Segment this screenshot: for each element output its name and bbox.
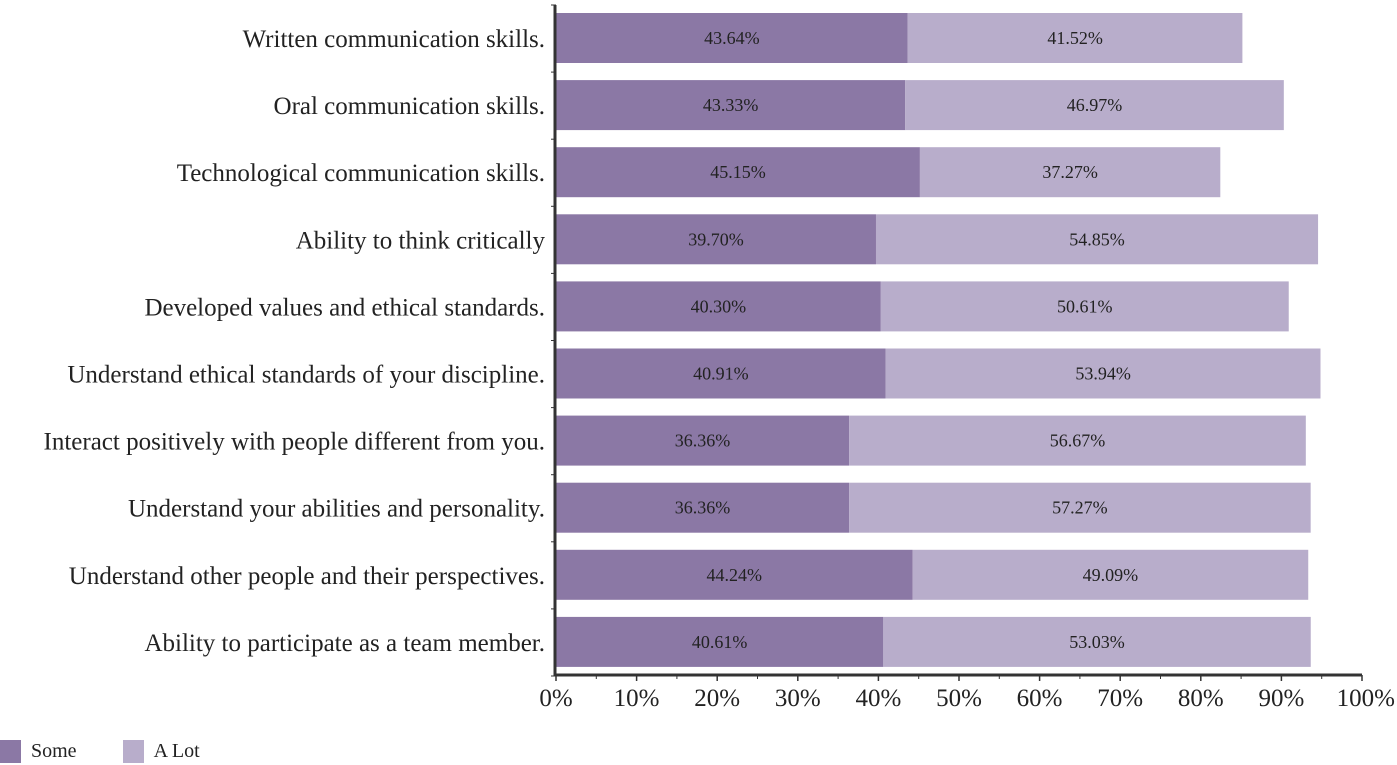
x-tick-label-10: 100% bbox=[1337, 685, 1395, 712]
bar-a-lot-5 bbox=[885, 348, 1321, 399]
data-label-a-lot-8: 49.09% bbox=[1083, 565, 1139, 585]
bar-some-0 bbox=[556, 13, 908, 63]
bar-some-6 bbox=[556, 415, 850, 466]
category-label-5: Understand ethical standards of your dis… bbox=[67, 362, 545, 389]
data-label-a-lot-3: 54.85% bbox=[1069, 229, 1125, 249]
data-label-some-4: 40.30% bbox=[691, 296, 747, 316]
bar-some-1 bbox=[556, 80, 906, 131]
data-label-some-5: 40.91% bbox=[693, 364, 749, 384]
category-label-6: Interact positively with people differen… bbox=[44, 429, 545, 456]
axes-group: 0% 10% 20% 30% 40% 50% 60% 70% 80% 90% 100% bbox=[539, 4, 1395, 712]
bar-some-4 bbox=[556, 281, 881, 332]
legend-item-a-lot: A Lot bbox=[122, 739, 200, 763]
legend-label-some: Some bbox=[31, 739, 77, 762]
stacked-bar-chart: 43.64% 41.52% 43.33% 46.97% 45.15% 37.27% 39.7… bbox=[44, 4, 1395, 712]
bar-some-9 bbox=[556, 616, 884, 667]
x-tick-label-1: 10% bbox=[614, 685, 660, 712]
category-label-8: Understand other people and their perspe… bbox=[69, 563, 545, 590]
x-tick-label-0: 0% bbox=[539, 685, 572, 712]
data-label-a-lot-7: 57.27% bbox=[1052, 498, 1108, 518]
bar-some-7 bbox=[556, 482, 850, 533]
category-label-9: Ability to participate as a team member. bbox=[144, 630, 545, 657]
category-label-3: Ability to think critically bbox=[296, 227, 546, 254]
bar-a-lot-8 bbox=[912, 549, 1309, 600]
legend-swatch-some bbox=[0, 739, 21, 763]
bar-a-lot-4 bbox=[880, 281, 1289, 332]
data-label-a-lot-9: 53.03% bbox=[1069, 632, 1125, 652]
bar-some-5 bbox=[556, 348, 886, 399]
data-label-a-lot-4: 50.61% bbox=[1057, 296, 1113, 316]
bar-a-lot-3 bbox=[875, 214, 1319, 265]
bar-a-lot-2 bbox=[919, 147, 1221, 198]
data-label-some-9: 40.61% bbox=[692, 632, 748, 652]
data-label-some-8: 44.24% bbox=[707, 565, 763, 585]
data-label-a-lot-1: 46.97% bbox=[1067, 95, 1123, 115]
legend: Some A Lot bbox=[0, 738, 200, 764]
data-label-a-lot-0: 41.52% bbox=[1047, 28, 1103, 48]
category-label-2: Technological communication skills. bbox=[177, 160, 545, 187]
x-tick-label-5: 50% bbox=[936, 685, 982, 712]
bar-some-3 bbox=[556, 214, 876, 265]
bar-a-lot-7 bbox=[849, 482, 1311, 533]
bar-a-lot-1 bbox=[905, 80, 1284, 131]
data-label-a-lot-2: 37.27% bbox=[1042, 162, 1098, 182]
category-label-1: Oral communication skills. bbox=[274, 93, 545, 120]
category-labels: Written communication skills. Oral commun… bbox=[44, 26, 546, 657]
data-label-some-3: 39.70% bbox=[688, 229, 744, 249]
data-label-some-1: 43.33% bbox=[703, 95, 759, 115]
x-tick-label-3: 30% bbox=[775, 685, 821, 712]
legend-swatch-a-lot bbox=[122, 739, 144, 763]
data-label-some-6: 36.36% bbox=[675, 431, 731, 451]
category-label-4: Developed values and ethical standards. bbox=[144, 294, 545, 321]
x-tick-label-8: 80% bbox=[1178, 685, 1224, 712]
x-tick-label-6: 60% bbox=[1017, 685, 1063, 712]
bar-some-8 bbox=[556, 549, 913, 600]
bar-a-lot-9 bbox=[883, 616, 1311, 667]
x-tick-label-7: 70% bbox=[1097, 685, 1143, 712]
bars-group: 43.64% 41.52% 43.33% 46.97% 45.15% 37.27% 39.7… bbox=[556, 13, 1321, 667]
bar-a-lot-6 bbox=[849, 415, 1306, 466]
data-label-some-7: 36.36% bbox=[675, 498, 731, 518]
bar-a-lot-0 bbox=[907, 13, 1243, 63]
legend-label-a-lot: A Lot bbox=[153, 739, 200, 762]
data-label-a-lot-6: 56.67% bbox=[1050, 431, 1106, 451]
legend-item-some: Some bbox=[0, 739, 77, 763]
x-tick-label-9: 90% bbox=[1258, 685, 1304, 712]
x-tick-label-2: 20% bbox=[694, 685, 740, 712]
category-label-0: Written communication skills. bbox=[243, 26, 545, 53]
data-label-some-2: 45.15% bbox=[710, 162, 766, 182]
data-label-some-0: 43.64% bbox=[704, 28, 760, 48]
bar-some-2 bbox=[556, 147, 920, 198]
x-tick-label-4: 40% bbox=[855, 685, 901, 712]
category-label-7: Understand your abilities and personalit… bbox=[128, 496, 545, 523]
data-label-a-lot-5: 53.94% bbox=[1075, 364, 1131, 384]
